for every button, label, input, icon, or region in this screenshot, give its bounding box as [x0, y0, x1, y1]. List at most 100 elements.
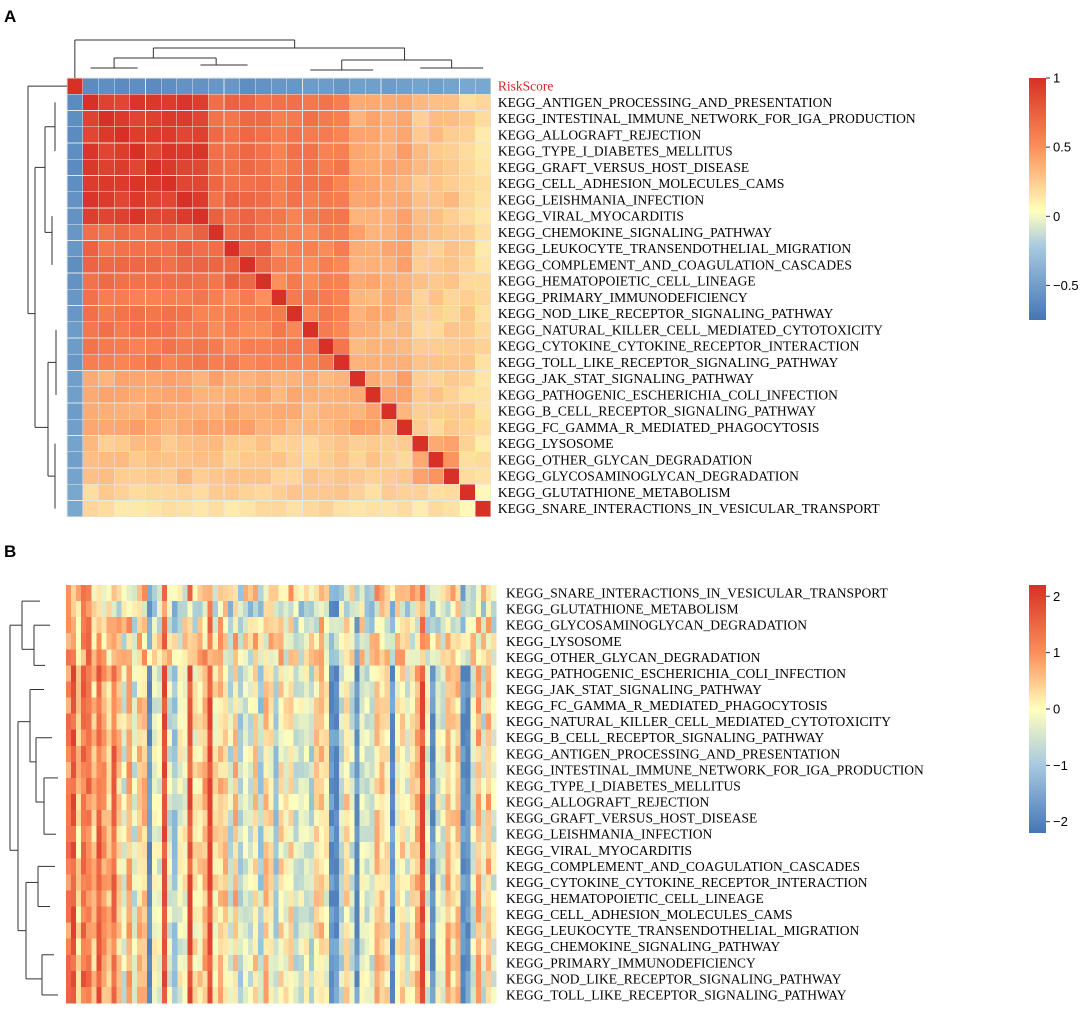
- heatmap-b-cell: [455, 794, 461, 811]
- heatmap-b-cell: [298, 858, 305, 875]
- heatmap-b-cell: [394, 874, 401, 891]
- heatmap-b-cell: [389, 986, 396, 1004]
- heatmap-b-cell: [329, 665, 335, 682]
- heatmap-b-cell: [374, 986, 380, 1004]
- heatmap-a-cell: [192, 402, 209, 420]
- heatmap-a-cell: [129, 418, 146, 436]
- heatmap-a-cell: [443, 175, 460, 193]
- heatmap-a-cell: [255, 175, 272, 193]
- heatmap-a-cell: [223, 353, 240, 371]
- heatmap-b-cell: [278, 697, 284, 714]
- heatmap-b-cell: [258, 794, 264, 811]
- heatmap-b-cell: [116, 761, 122, 779]
- heatmap-b-cell: [172, 890, 178, 907]
- heatmap-b-cell: [212, 697, 219, 714]
- heatmap-b-cell: [425, 713, 431, 730]
- heatmap-b-cell: [308, 761, 315, 779]
- heatmap-a-cell: [412, 483, 429, 501]
- heatmap-b-cell: [389, 890, 396, 907]
- heatmap-b-cell: [141, 826, 148, 843]
- heatmap-b-cell: [329, 810, 335, 827]
- heatmap-a-cell: [396, 207, 413, 225]
- heatmap-a-cell: [364, 370, 382, 388]
- heatmap-a-cell: [98, 175, 115, 193]
- heatmap-b-cell: [131, 713, 138, 730]
- heatmap-b-cell: [162, 633, 168, 650]
- heatmap-b-cell: [298, 761, 305, 779]
- heatmap-b-cell: [364, 986, 370, 1004]
- heatmap-b-cell: [394, 842, 401, 859]
- heatmap-b-cell: [344, 986, 350, 1004]
- heatmap-b-cell: [217, 777, 224, 795]
- heatmap-b-cell: [389, 585, 396, 602]
- heatmap-b-cell: [470, 842, 477, 859]
- heatmap-b-cell: [374, 665, 380, 682]
- heatmap-b-cell: [96, 633, 102, 650]
- heatmap-b-cell: [354, 794, 360, 811]
- heatmap-b-cell: [106, 633, 112, 650]
- heatmap-a-cell: [380, 288, 397, 306]
- heatmap-b-cell: [192, 649, 198, 666]
- heatmap-a-cell: [474, 370, 492, 388]
- heatmap-b-cell: [152, 986, 158, 1004]
- heatmap-a-cell: [129, 353, 146, 371]
- heatmap-b-cell: [480, 826, 487, 843]
- heatmap-b-cell: [318, 906, 325, 923]
- heatmap-b-cell: [288, 842, 294, 859]
- heatmap-a-cell: [459, 337, 476, 355]
- heatmap-a-cell: [223, 451, 240, 469]
- heatmap-a-cell: [160, 223, 178, 241]
- heatmap-a-cell: [443, 321, 460, 339]
- heatmap-b-cell: [263, 729, 269, 747]
- heatmap-b-cell: [339, 665, 345, 682]
- heatmap-b-cell: [303, 681, 310, 698]
- heatmap-b-cell: [485, 842, 492, 859]
- heatmap-b-cell: [121, 826, 128, 843]
- heatmap-b-cell: [399, 938, 406, 956]
- heatmap-b-cell: [182, 922, 188, 939]
- heatmap-a-cell: [66, 240, 83, 258]
- heatmap-a-cell: [208, 240, 225, 258]
- heatmap-b-cell: [182, 681, 188, 698]
- heatmap-a-cell: [412, 191, 429, 209]
- heatmap-b-cell: [480, 633, 487, 650]
- heatmap-a-cell: [208, 451, 225, 469]
- heatmap-b-cell: [146, 922, 153, 939]
- heatmap-b-cell: [288, 890, 294, 907]
- heatmap-b-cell: [339, 761, 345, 779]
- heatmap-b-cell: [121, 842, 128, 859]
- heatmap-b-cell: [480, 858, 487, 875]
- heatmap-a-cell: [396, 500, 413, 518]
- heatmap-b-cell: [96, 906, 102, 923]
- heatmap-b-cell: [217, 906, 224, 923]
- heatmap-a-cell: [364, 483, 382, 501]
- heatmap-b-cell: [96, 954, 102, 972]
- heatmap-b-cell: [455, 649, 461, 666]
- heatmap-b-cell: [182, 794, 188, 811]
- heatmap-a-cell: [459, 402, 476, 420]
- heatmap-b-cell: [389, 697, 396, 714]
- heatmap-b-cell: [308, 842, 315, 859]
- heatmap-b-cell: [435, 745, 441, 763]
- heatmap-a-cell: [66, 207, 83, 225]
- heatmap-b-cell: [177, 601, 183, 618]
- heatmap-a-cell: [208, 142, 225, 160]
- heatmap-b-cell: [232, 729, 239, 747]
- heatmap-b-cell: [283, 745, 289, 763]
- heatmap-b-cell: [359, 617, 365, 634]
- heatmap-b-cell: [445, 745, 451, 763]
- heatmap-b-cell: [121, 922, 128, 939]
- heatmap-a-cell: [302, 142, 319, 160]
- heatmap-b-cell: [359, 970, 365, 988]
- heatmap-a-cell: [98, 240, 115, 258]
- heatmap-b-cell: [480, 729, 487, 747]
- heatmap-b-cell: [157, 681, 163, 698]
- heatmap-a-cell: [176, 126, 193, 144]
- heatmap-b-cell: [324, 633, 330, 650]
- heatmap-b-cell: [167, 922, 173, 939]
- heatmap-b-cell: [111, 986, 117, 1004]
- heatmap-b-cell: [197, 826, 203, 843]
- heatmap-b-cell: [440, 922, 446, 939]
- heatmap-b-cell: [404, 745, 411, 763]
- heatmap-a-cell: [82, 272, 99, 290]
